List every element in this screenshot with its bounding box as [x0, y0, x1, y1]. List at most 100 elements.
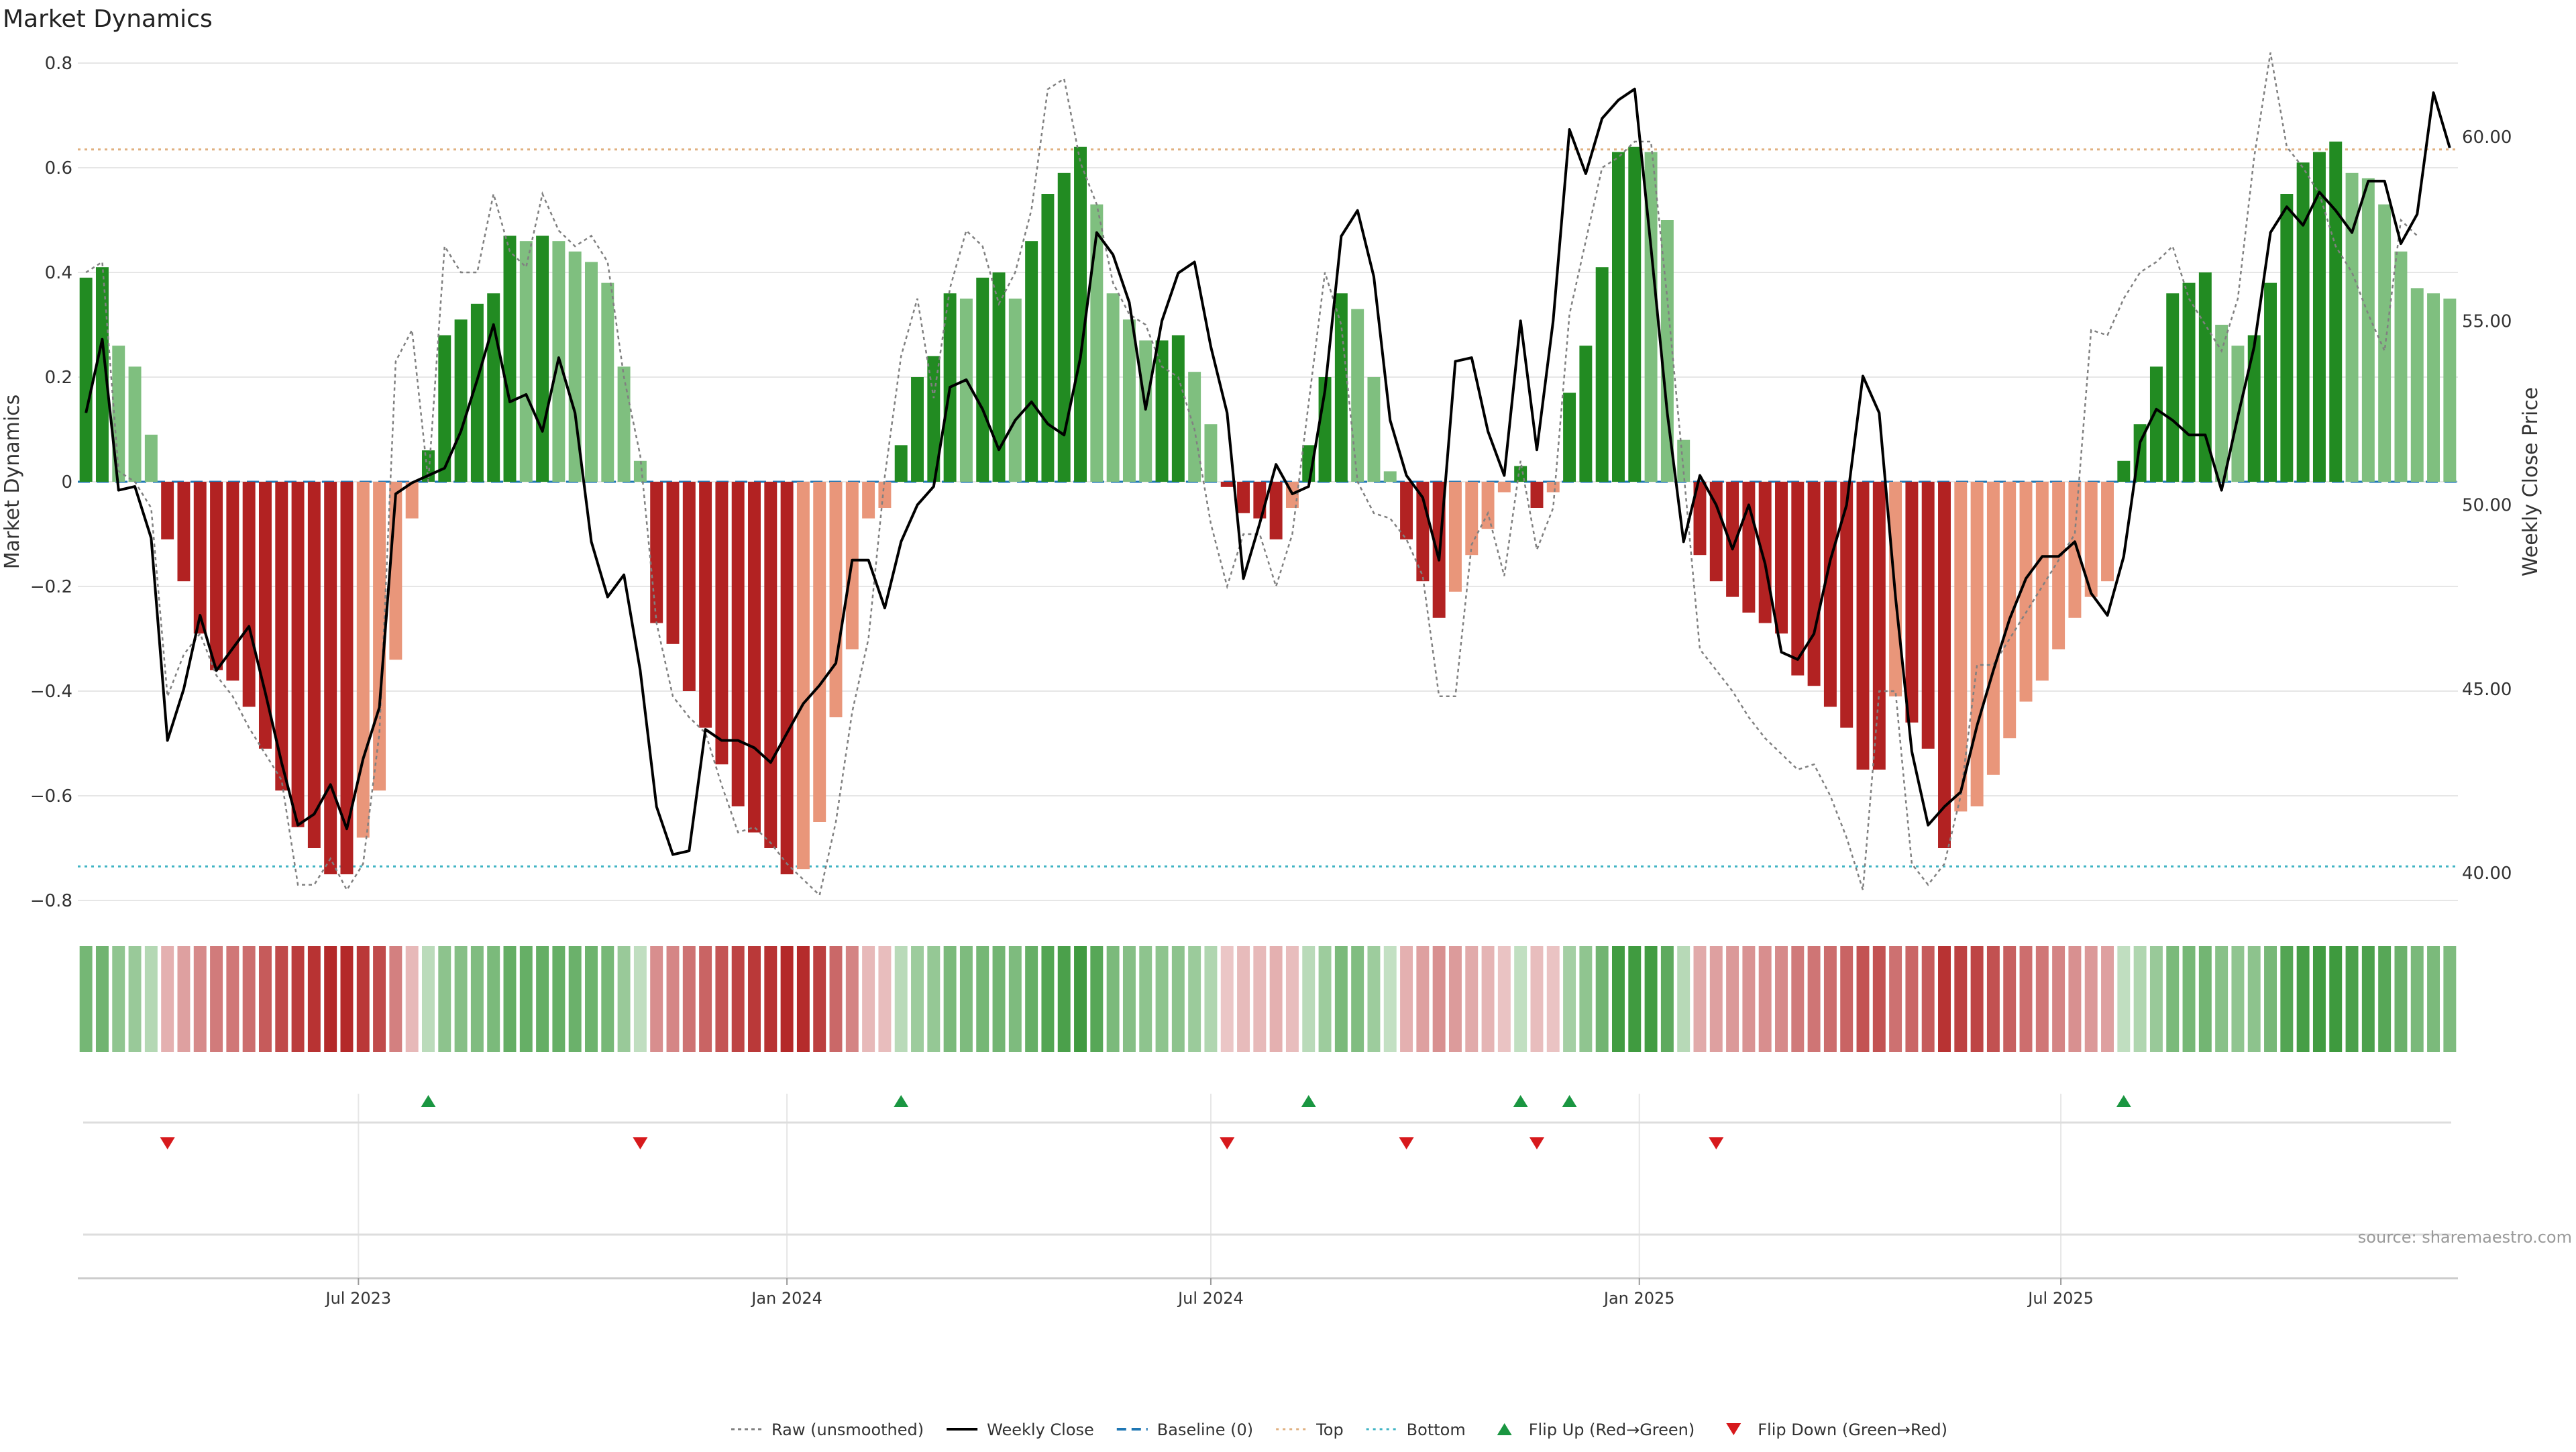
heat-cell	[487, 946, 500, 1052]
heat-strip	[79, 946, 2457, 1052]
dynamics-bar	[1481, 482, 1495, 529]
heat-cell	[1856, 946, 1870, 1052]
raw-line-layer	[85, 52, 2418, 897]
heat-cell	[943, 946, 957, 1052]
left-tick-label: 0.4	[45, 263, 72, 283]
dynamics-bar	[291, 482, 305, 827]
heat-cell	[1448, 946, 1462, 1052]
dynamics-bar	[1775, 482, 1788, 634]
heat-cell	[813, 946, 826, 1052]
flip-up-marker	[2116, 1095, 2131, 1107]
dynamics-bar	[1334, 293, 1348, 482]
left-tick-label: −0.4	[30, 682, 72, 702]
heat-cell	[1302, 946, 1316, 1052]
heat-cell	[1122, 946, 1136, 1052]
dynamics-bar	[2166, 293, 2180, 482]
heat-cell	[307, 946, 321, 1052]
legend-label: Weekly Close	[987, 1420, 1094, 1439]
right-axis-label: Weekly Close Price	[2519, 387, 2542, 576]
dynamics-bar	[633, 460, 647, 482]
heat-cell	[1318, 946, 1332, 1052]
heat-cell	[128, 946, 142, 1052]
legend-item: Bottom	[1366, 1420, 1466, 1439]
heat-cell	[112, 946, 125, 1052]
heat-cell	[275, 946, 288, 1052]
heat-cell	[1465, 946, 1479, 1052]
flip-up-marker	[894, 1095, 909, 1107]
heat-cell	[1758, 946, 1772, 1052]
heat-cell	[748, 946, 761, 1052]
heat-cell	[2117, 946, 2131, 1052]
dynamics-bar	[1986, 482, 2000, 775]
dynamics-bar	[2198, 272, 2212, 482]
heat-cell	[650, 946, 663, 1052]
heat-cell	[1677, 946, 1690, 1052]
dynamics-bar	[1709, 482, 1723, 582]
heat-cell	[1986, 946, 2000, 1052]
dynamics-bar	[177, 482, 191, 582]
heat-cell	[1416, 946, 1430, 1052]
dynamics-bar	[340, 482, 354, 874]
dynamics-bar	[1155, 340, 1169, 482]
heat-cell	[291, 946, 305, 1052]
dynamics-bar	[1497, 482, 1511, 492]
heat-cell	[845, 946, 859, 1052]
heat-cell	[79, 946, 93, 1052]
heat-cell	[1188, 946, 1201, 1052]
heat-cell	[438, 946, 451, 1052]
heat-cell	[422, 946, 435, 1052]
heat-cell	[1726, 946, 1739, 1052]
heat-cell	[2443, 946, 2457, 1052]
heat-cell	[1171, 946, 1185, 1052]
dynamics-bar	[2052, 482, 2065, 650]
dynamics-bar	[519, 241, 533, 482]
heat-cell	[1530, 946, 1544, 1052]
x-tick-label: Jul 2025	[2027, 1289, 2094, 1308]
dynamics-bar	[666, 482, 680, 644]
right-tick-label: 40.00	[2462, 864, 2512, 884]
dynamics-bar	[1122, 319, 1136, 482]
dynamics-bar	[1546, 482, 1560, 492]
dynamics-bar	[1677, 439, 1690, 482]
dynamics-bar	[2280, 194, 2294, 482]
heat-cell	[1840, 946, 1854, 1052]
heat-cell	[617, 946, 631, 1052]
heat-cell	[878, 946, 892, 1052]
dynamics-bar	[1351, 309, 1364, 482]
dynamics-bar	[1057, 172, 1071, 482]
left-axis-label: Market Dynamics	[1, 395, 24, 570]
legend-item: Top	[1276, 1420, 1344, 1439]
dynamics-bar	[112, 346, 125, 482]
dynamics-bar	[1921, 482, 1935, 749]
heat-cell	[2019, 946, 2033, 1052]
dynamics-bar	[324, 482, 337, 874]
dynamics-bar	[242, 482, 256, 707]
flip-up-marker	[421, 1095, 436, 1107]
dynamics-bar	[2019, 482, 2033, 702]
heat-cell	[1612, 946, 1625, 1052]
dynamics-bar	[2003, 482, 2017, 739]
dynamics-bar	[829, 482, 843, 717]
heat-cell	[1090, 946, 1104, 1052]
dynamics-bar	[1400, 482, 1413, 539]
dynamics-bar	[193, 482, 207, 634]
heat-cell	[1220, 946, 1234, 1052]
dynamics-bar	[79, 277, 93, 482]
dynamics-bar	[2443, 299, 2457, 482]
heat-cell	[927, 946, 941, 1052]
heat-cell	[2378, 946, 2392, 1052]
heat-cell	[1791, 946, 1805, 1052]
dynamics-bar	[959, 299, 973, 482]
heat-cell	[1644, 946, 1658, 1052]
heat-cell	[470, 946, 484, 1052]
legend-swatch-flip-up	[1497, 1423, 1512, 1435]
flip-down-marker	[1220, 1137, 1235, 1149]
dynamics-bar	[911, 377, 924, 482]
heat-cell	[258, 946, 272, 1052]
legend-item: Weekly Close	[947, 1420, 1094, 1439]
dynamics-bar	[568, 251, 582, 482]
flip-down-marker	[160, 1137, 175, 1149]
heat-cell	[1139, 946, 1152, 1052]
heat-cell	[1872, 946, 1886, 1052]
